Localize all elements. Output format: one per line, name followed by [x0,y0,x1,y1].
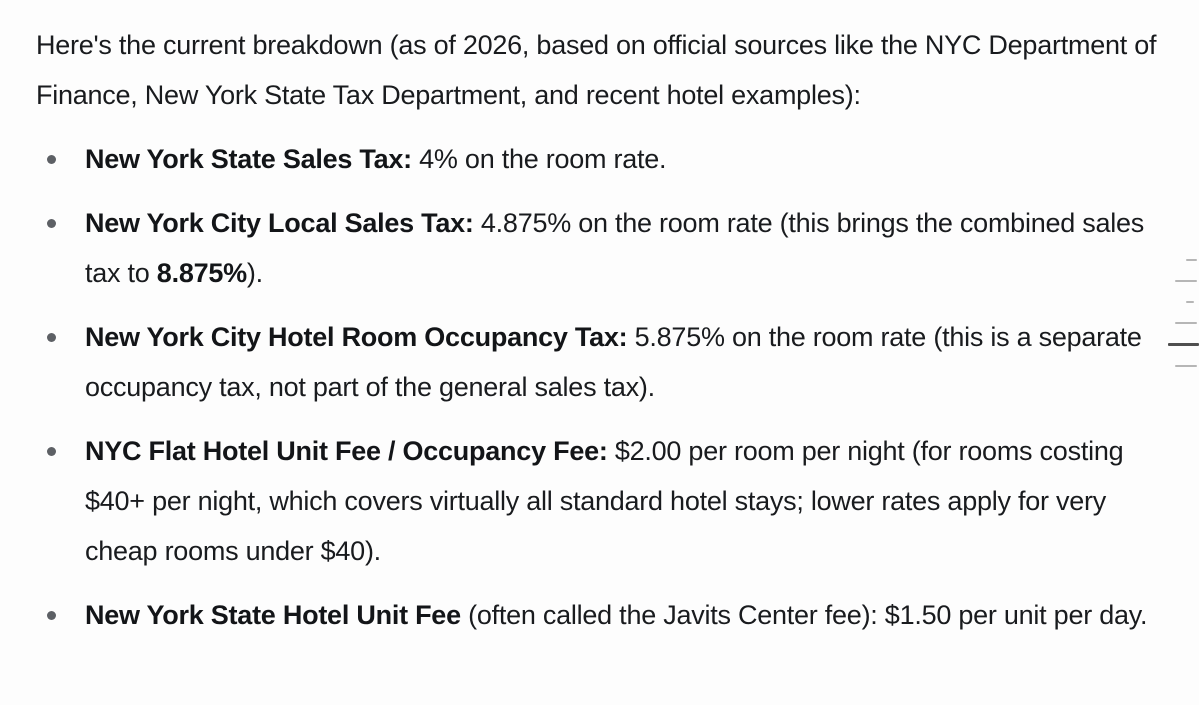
text-segment: 5.875% on the room rate (this is a separ… [85,322,1142,402]
text-segment: New York City Hotel Room Occupancy Tax: [85,322,628,352]
minimap-marker[interactable] [1186,301,1194,303]
text-segment: (often called the Javits Center fee): $1… [460,600,1148,630]
list-item: New York State Sales Tax: 4% on the room… [36,134,1170,184]
list-item: NYC Flat Hotel Unit Fee / Occupancy Fee:… [36,426,1170,576]
minimap-marker-active[interactable] [1168,343,1199,346]
minimap-marker[interactable] [1175,365,1197,367]
intro-paragraph: Here's the current breakdown (as of 2026… [36,30,1157,110]
list-item: New York City Local Sales Tax: 4.875% on… [36,198,1170,298]
list-item: New York City Hotel Room Occupancy Tax: … [36,312,1170,412]
text-segment: New York State Sales Tax: [85,144,412,174]
text-segment: New York City Local Sales Tax: [85,208,474,238]
minimap-marker[interactable] [1175,280,1197,282]
text-segment: New York State Hotel Unit Fee [85,600,461,630]
minimap-marker[interactable] [1175,322,1197,324]
text-segment: NYC Flat Hotel Unit Fee / Occupancy Fee: [85,436,608,466]
list-item: New York State Hotel Unit Fee (often cal… [36,590,1170,640]
text-segment: $2.00 per room per night (for rooms cost… [85,436,1124,566]
tax-breakdown-list: New York State Sales Tax: 4% on the room… [36,134,1199,640]
text-segment: ). [246,258,263,288]
text-segment: 4.875% on the room rate (this brings the… [85,208,1145,288]
text-segment: 4% on the room rate. [411,144,667,174]
minimap-marker[interactable] [1186,259,1197,261]
scroll-minimap [1168,259,1199,367]
text-segment: 8.875% [156,258,247,288]
